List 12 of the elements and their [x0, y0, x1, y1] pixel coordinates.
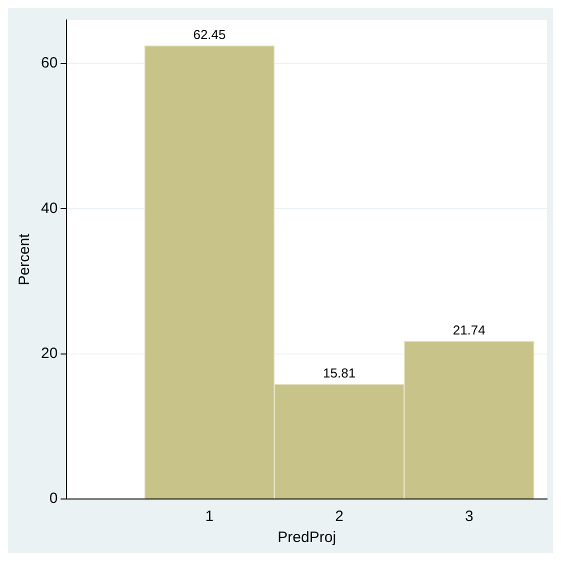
x-tick-label: 2 [335, 508, 344, 526]
y-tick-label: 60 [40, 54, 58, 72]
x-tick-label: 1 [205, 508, 214, 526]
data-label: 21.74 [452, 322, 486, 338]
x-axis-title: PredProj [278, 529, 336, 546]
data-label: 62.45 [193, 26, 226, 42]
y-tick-label: 40 [40, 200, 58, 217]
y-tick-label: 20 [40, 344, 58, 362]
y-tick-label: 0 [49, 490, 58, 508]
y-axis-title: Percent [16, 232, 34, 286]
x-tick-label: 3 [464, 508, 474, 526]
data-label: 15.81 [323, 365, 356, 380]
